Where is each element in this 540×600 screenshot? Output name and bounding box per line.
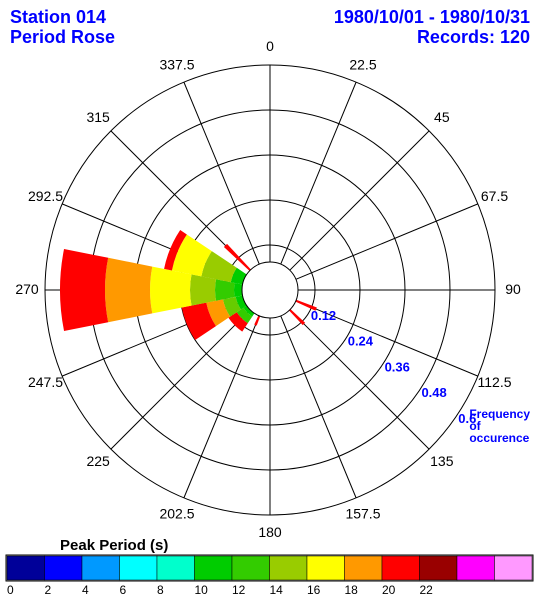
title-right: 1980/10/01 - 1980/10/31 Records: 120 <box>334 8 530 48</box>
rose-bar-segment <box>215 279 235 300</box>
date-range: 1980/10/01 - 1980/10/31 <box>334 8 530 28</box>
legend-tick: 6 <box>120 583 127 597</box>
ring-label: 0.36 <box>385 359 410 374</box>
angle-label: 247.5 <box>28 374 63 390</box>
angle-label: 67.5 <box>481 188 508 204</box>
title-left: Station 014 Period Rose <box>10 8 115 48</box>
legend-tick: 0 <box>7 583 14 597</box>
angle-label: 202.5 <box>159 506 194 522</box>
frequency-caption: Frequencyofoccurence <box>469 408 530 444</box>
angle-label: 22.5 <box>349 56 376 72</box>
rose-bar-segment <box>289 309 305 325</box>
angle-label: 315 <box>86 109 110 125</box>
legend-swatch <box>157 556 195 580</box>
angle-label: 292.5 <box>28 188 63 204</box>
station-label: Station 014 <box>10 8 115 28</box>
grid-spoke <box>281 82 356 264</box>
legend-tick: 12 <box>232 583 246 597</box>
legend-swatch <box>382 556 420 580</box>
angle-label: 225 <box>86 453 110 469</box>
ring-label: 0.12 <box>311 308 336 323</box>
legend-swatch <box>232 556 270 580</box>
grid-spoke <box>111 310 250 449</box>
angle-label: 337.5 <box>159 56 194 72</box>
grid-spoke <box>281 316 356 498</box>
angle-label: 112.5 <box>478 374 512 390</box>
ring-label: 0.24 <box>348 334 374 349</box>
legend-tick: 20 <box>382 583 396 597</box>
angle-label: 180 <box>258 524 282 540</box>
rose-bar-segment <box>190 274 216 305</box>
center-hole <box>242 262 298 318</box>
angle-label: 90 <box>505 281 521 297</box>
legend-tick: 22 <box>420 583 434 597</box>
legend-tick: 2 <box>45 583 52 597</box>
grid-spoke <box>296 204 478 279</box>
records-count: Records: 120 <box>334 28 530 48</box>
rose-bar-segment <box>150 267 192 314</box>
chart-name: Period Rose <box>10 28 115 48</box>
rose-bar-segment <box>105 258 152 322</box>
rose-bar-segment <box>234 283 243 297</box>
legend-tick: 14 <box>270 583 284 597</box>
grid-spoke <box>184 316 259 498</box>
legend-swatch <box>270 556 308 580</box>
legend-tick: 18 <box>345 583 359 597</box>
ring-label: 0.48 <box>421 385 446 400</box>
legend-swatch <box>495 556 533 580</box>
legend-tick: 8 <box>157 583 164 597</box>
legend-title: Peak Period (s) <box>60 537 168 554</box>
legend-swatch <box>345 556 383 580</box>
legend-tick: 4 <box>82 583 89 597</box>
legend-swatch <box>7 556 45 580</box>
grid-spoke <box>290 131 429 270</box>
legend-tick: 16 <box>307 583 321 597</box>
legend-swatch <box>307 556 345 580</box>
rose-bar-segment <box>60 249 108 331</box>
legend-swatch <box>420 556 458 580</box>
period-rose-chart: 022.54567.590112.5135157.5180202.5225247… <box>0 0 540 600</box>
legend-swatch <box>45 556 83 580</box>
angle-label: 157.5 <box>345 506 380 522</box>
legend-swatch <box>195 556 233 580</box>
angle-label: 0 <box>266 38 274 54</box>
legend-swatch <box>120 556 158 580</box>
legend-tick: 10 <box>195 583 209 597</box>
angle-label: 45 <box>434 109 450 125</box>
grid-spoke <box>290 310 429 449</box>
grid-spoke <box>184 82 259 264</box>
legend-swatch <box>457 556 495 580</box>
rose-bar-segment <box>254 315 260 325</box>
angle-label: 270 <box>15 281 39 297</box>
angle-label: 135 <box>430 453 454 469</box>
legend-swatch <box>82 556 120 580</box>
